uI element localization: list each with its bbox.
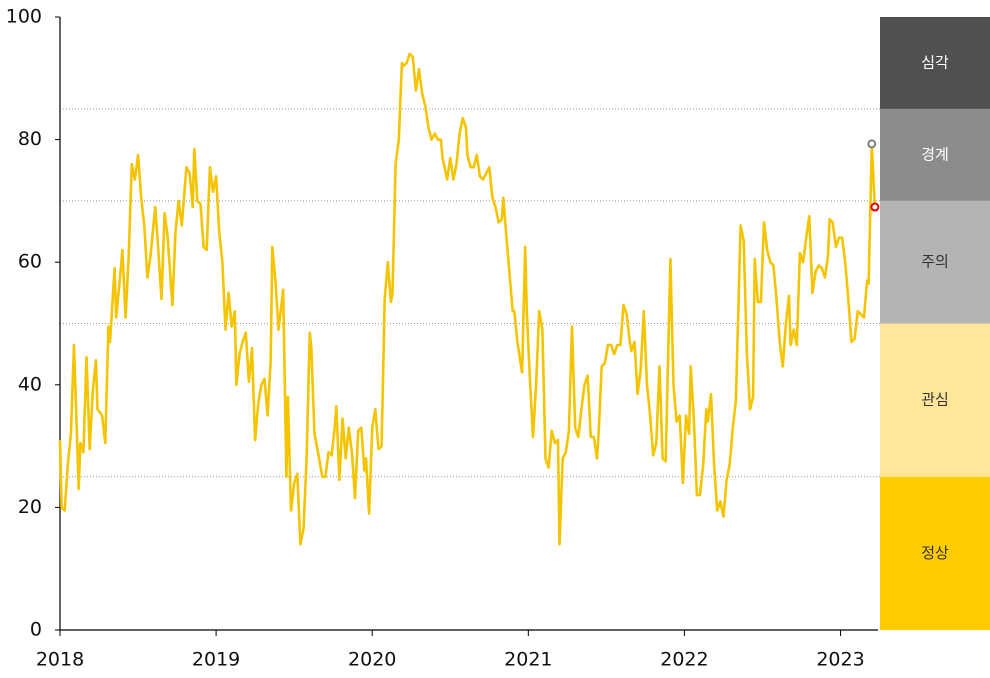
x-tick-label: 2021 — [504, 649, 552, 671]
band — [880, 323, 990, 477]
x-tick-label: 2022 — [660, 649, 708, 671]
band-label: 주의 — [921, 253, 949, 271]
band-label: 정상 — [921, 544, 949, 562]
y-tick-label: 40 — [18, 373, 42, 395]
marker — [870, 202, 880, 212]
x-tick-label: 2019 — [192, 649, 240, 671]
band — [880, 476, 990, 630]
data-line — [58, 52, 877, 546]
y-tick-label: 100 — [6, 6, 42, 28]
x-tick-label: 2020 — [348, 649, 396, 671]
band — [880, 17, 990, 109]
x-tick-label: 2023 — [816, 649, 864, 671]
y-tick-label: 20 — [18, 496, 42, 518]
y-tick-label: 60 — [18, 251, 42, 273]
band-label: 관심 — [921, 391, 949, 409]
band-label: 경계 — [921, 145, 949, 163]
y-tick-label: 0 — [30, 619, 42, 641]
band-label: 심각 — [921, 53, 949, 71]
band — [880, 108, 990, 201]
marker — [867, 139, 877, 149]
y-tick-label: 80 — [18, 128, 42, 150]
x-tick-label: 2018 — [36, 649, 84, 671]
band — [880, 200, 990, 324]
